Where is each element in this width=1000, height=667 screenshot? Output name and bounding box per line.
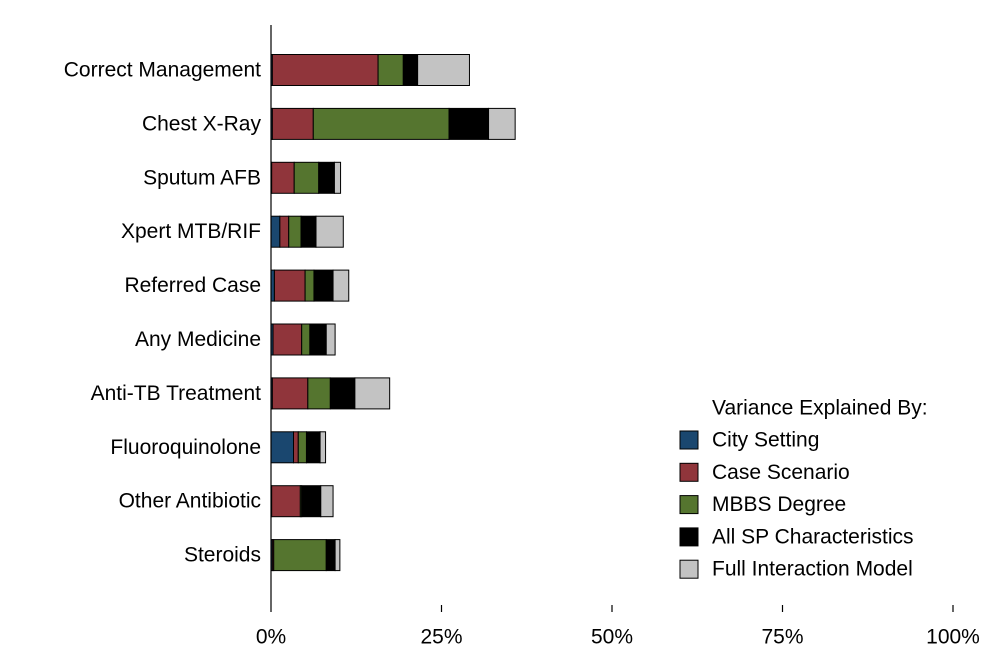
category-label: Correct Management: [64, 59, 261, 82]
category-label: Chest X-Ray: [142, 112, 262, 135]
bar-segment: [297, 431, 307, 464]
bar-segment: [325, 323, 336, 356]
bar-segment: [273, 539, 327, 572]
category-label: Any Medicine: [135, 328, 261, 351]
category-label: Fluoroquinolone: [110, 436, 261, 459]
bar-segment: [402, 54, 419, 86]
bar-segment: [377, 54, 404, 86]
bars-layer: [270, 54, 516, 572]
category-label: Sputum AFB: [143, 166, 261, 189]
category-label: Steroids: [184, 544, 261, 567]
x-tick-label: 0%: [256, 626, 286, 649]
legend: Variance Explained By: City Setting Case …: [679, 397, 928, 581]
bar-segment: [313, 269, 334, 302]
bar-segment: [305, 431, 321, 464]
category-label: Other Antibiotic: [119, 490, 261, 513]
bar-segment: [325, 539, 336, 572]
legend-swatch: [679, 527, 699, 547]
category-label: Referred Case: [124, 274, 261, 297]
category-label: Xpert MTB/RIF: [121, 220, 261, 243]
bar-segment: [279, 215, 290, 248]
bar-segment: [312, 107, 450, 140]
legend-swatch: [679, 495, 699, 515]
legend-swatch: [679, 430, 699, 450]
bar-segment: [332, 269, 350, 302]
bar-segment: [309, 323, 327, 356]
x-tick-label: 100%: [926, 626, 980, 649]
category-label: Anti-TB Treatment: [91, 382, 262, 405]
bar-segment: [307, 377, 331, 410]
bar-segment: [320, 485, 334, 518]
bar-segment: [271, 485, 301, 518]
x-tick-label: 75%: [761, 626, 803, 649]
bar-segment: [270, 215, 281, 248]
bar-segment: [304, 269, 315, 302]
bar-segment: [319, 431, 327, 464]
bar-segment: [273, 269, 306, 302]
bar-segment: [318, 161, 335, 194]
bar-segment: [300, 215, 317, 248]
bar-segment: [417, 54, 470, 86]
bar-segment: [288, 215, 302, 248]
legend-swatch: [679, 462, 699, 482]
bar-segment: [293, 161, 320, 194]
bar-segment: [329, 377, 356, 410]
legend-swatch: [679, 559, 699, 579]
bar-segment: [271, 161, 295, 194]
legend-label: Case Scenario: [712, 461, 850, 484]
bar-segment: [271, 54, 379, 86]
bar-segment: [334, 539, 341, 572]
bar-segment: [448, 107, 490, 140]
x-tick-label: 50%: [591, 626, 633, 649]
bar-segment: [301, 485, 322, 518]
legend-label: Full Interaction Model: [712, 558, 913, 581]
category-labels: Correct Management Chest X-Ray Sputum AFB X…: [64, 59, 262, 567]
bar-segment: [271, 107, 314, 140]
bar-segment: [315, 215, 344, 248]
bar-segment: [270, 431, 295, 464]
bar-segment: [488, 107, 516, 140]
x-axis-ticks: 0% 25% 50% 75% 100%: [256, 605, 980, 649]
bar-segment: [293, 431, 299, 464]
legend-label: MBBS Degree: [712, 493, 846, 516]
bar-segment: [272, 323, 303, 356]
bar-segment: [354, 377, 391, 410]
legend-label: City Setting: [712, 429, 819, 452]
legend-label: All SP Characteristics: [712, 525, 914, 548]
bar-segment: [271, 377, 309, 410]
x-tick-label: 25%: [420, 626, 462, 649]
legend-title: Variance Explained By:: [712, 397, 928, 420]
bar-segment: [301, 323, 311, 356]
bar-segment: [333, 161, 342, 194]
